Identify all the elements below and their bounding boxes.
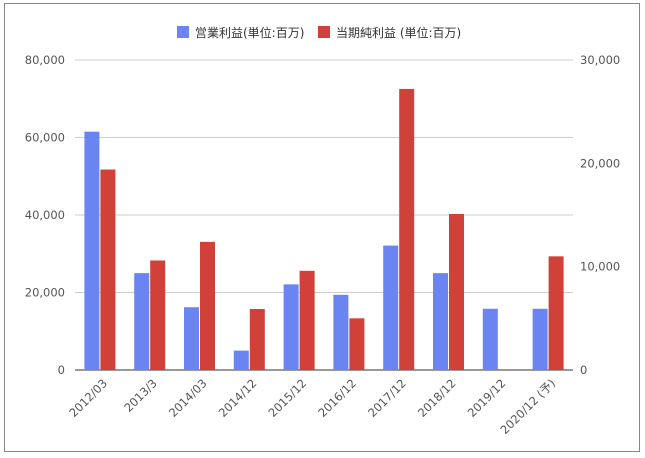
gridlines xyxy=(75,59,573,371)
bar-operating-profit xyxy=(184,307,199,370)
right-axis: 0 10,000 20,000 30,000 xyxy=(580,53,620,377)
bar-net-profit xyxy=(399,88,415,370)
bar-net-profit xyxy=(299,270,315,370)
bar-net-profit xyxy=(150,260,166,370)
right-tick-label: 30,000 xyxy=(580,53,620,67)
left-tick-label: 80,000 xyxy=(25,53,65,67)
right-tick-label: 0 xyxy=(580,363,587,377)
x-tick-label: 2014/12 xyxy=(216,376,260,420)
bar-net-profit xyxy=(548,256,564,370)
left-axis: 0 20,000 40,000 60,000 80,000 xyxy=(25,53,65,377)
bar-operating-profit xyxy=(482,308,498,370)
x-tick-label: 2016/12 xyxy=(315,376,359,420)
legend-swatch-operating-profit xyxy=(177,26,189,38)
x-tick-label: 2019/12 xyxy=(465,376,509,420)
bar-operating-profit xyxy=(532,308,548,370)
bar-net-profit xyxy=(249,309,265,370)
bar-operating-profit xyxy=(233,350,249,370)
bar-operating-profit xyxy=(383,245,399,370)
right-tick-label: 10,000 xyxy=(580,260,620,274)
legend-label-net-profit: 当期純利益 (単位:百万) xyxy=(336,25,461,40)
x-tick-label: 2013/3 xyxy=(121,376,160,415)
legend: 営業利益(単位:百万) 当期純利益 (単位:百万) xyxy=(177,25,461,40)
bar-operating-profit xyxy=(433,273,448,370)
x-tick-label: 2014/03 xyxy=(166,376,210,420)
x-tick-label: 2017/12 xyxy=(365,376,409,420)
x-tick-label: 2018/12 xyxy=(415,376,459,420)
x-axis: 2012/03 2013/3 2014/03 2014/12 2015/12 2016/1… xyxy=(66,376,558,437)
bar-operating-profit xyxy=(333,294,349,370)
bar-operating-profit xyxy=(84,131,100,370)
bar-net-profit xyxy=(200,241,215,370)
left-tick-label: 20,000 xyxy=(25,286,65,300)
bar-net-profit xyxy=(349,318,365,370)
x-tick-label: 2012/03 xyxy=(66,376,110,420)
bar-operating-profit xyxy=(283,284,299,370)
legend-label-operating-profit: 営業利益(単位:百万) xyxy=(195,25,304,40)
left-tick-label: 0 xyxy=(58,363,65,377)
legend-swatch-net-profit xyxy=(318,26,330,38)
right-tick-label: 20,000 xyxy=(580,156,620,170)
x-tick-label: 2015/12 xyxy=(266,376,310,420)
bar-net-profit xyxy=(449,213,464,370)
left-tick-label: 60,000 xyxy=(25,131,65,145)
left-tick-label: 40,000 xyxy=(25,208,65,222)
bars xyxy=(84,88,564,370)
bar-net-profit xyxy=(100,169,116,370)
bar-operating-profit xyxy=(134,273,150,370)
